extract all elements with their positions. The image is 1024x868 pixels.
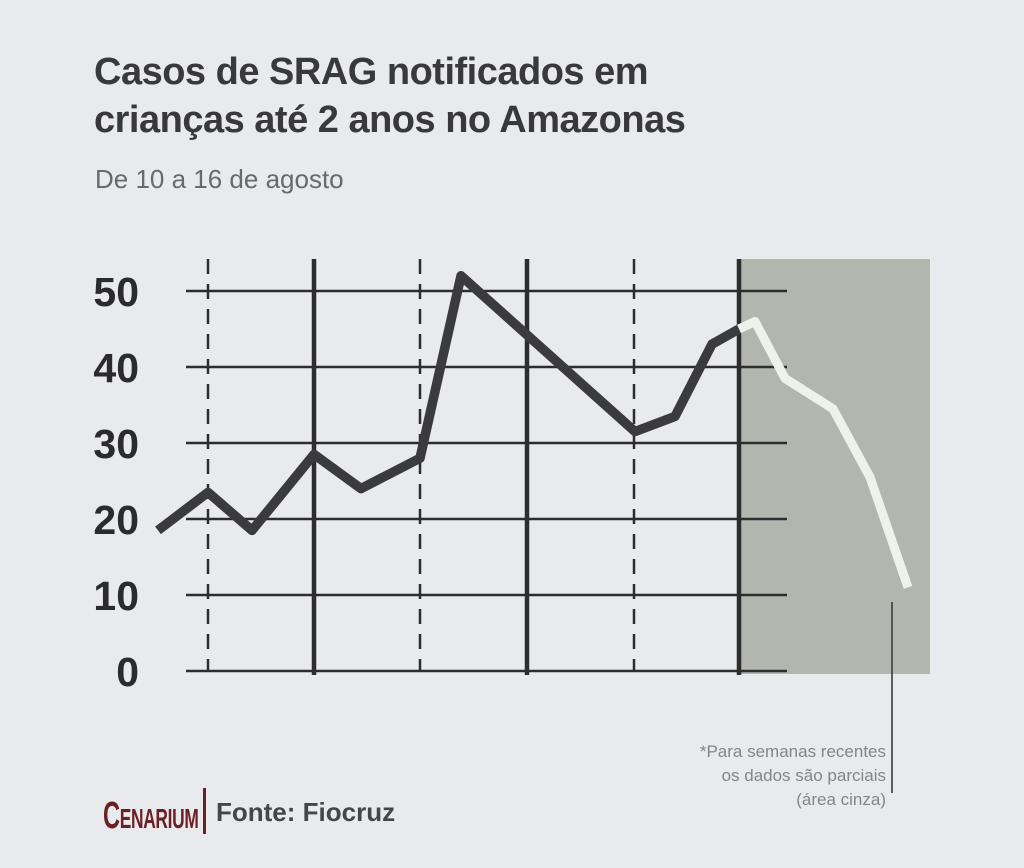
y-tick-label: 50 [93,269,139,315]
y-tick-label: 30 [93,421,139,467]
partial-data-region [740,259,930,674]
y-tick-label: 20 [93,497,139,543]
footnote-line: *Para semanas recentes [699,742,886,761]
footnote-line: os dados são parciais [721,766,886,785]
cenarium-logo: CENARIUM [103,795,199,837]
y-tick-label: 10 [93,573,139,619]
cases-line [155,271,742,536]
footer-divider [203,788,206,834]
y-tick-label: 0 [116,649,139,695]
footnote-line: (área cinza) [796,790,886,809]
partial-data-footnote: *Para semanas recentes os dados são parc… [700,740,886,812]
chart-title: Casos de SRAG notificados em crianças at… [94,51,686,141]
chart-subtitle: De 10 a 16 de agosto [95,164,344,194]
source-label: Fonte: Fiocruz [216,797,396,827]
partial-cases-line [737,316,913,589]
y-tick-label: 40 [93,345,139,391]
